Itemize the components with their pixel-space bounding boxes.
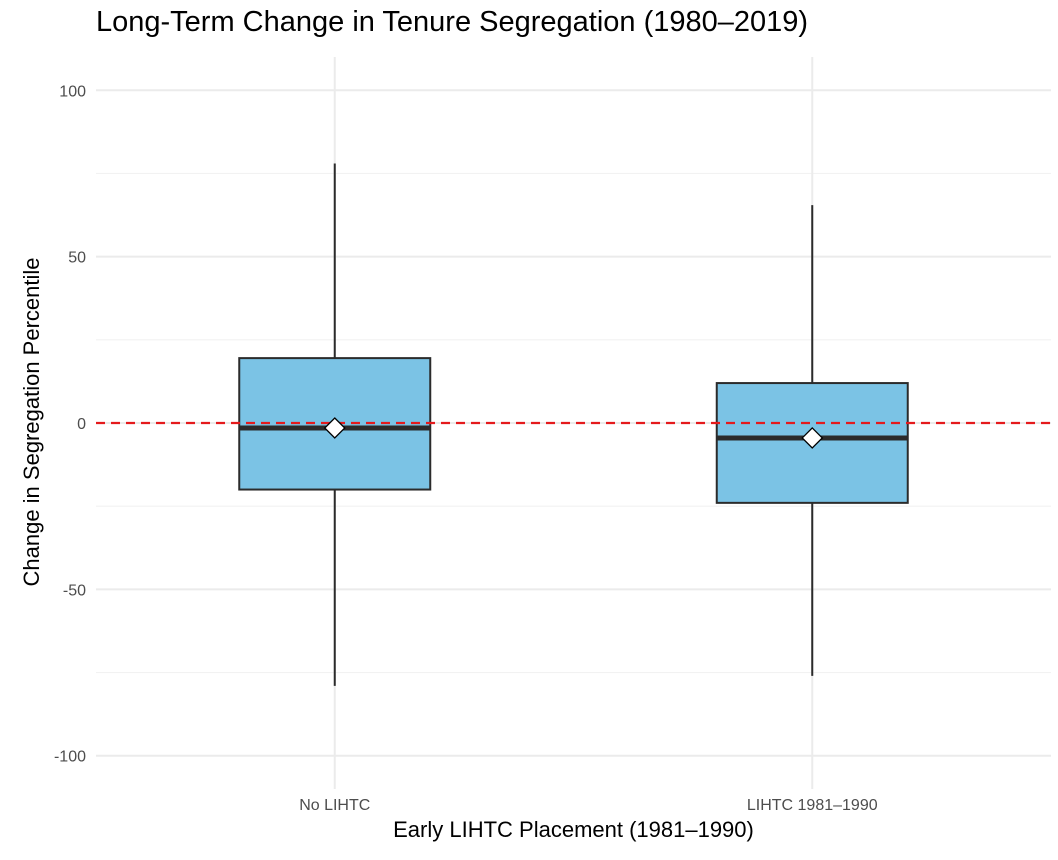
y-tick-label: -50 xyxy=(63,582,86,599)
chart-title: Long-Term Change in Tenure Segregation (… xyxy=(96,6,809,38)
x-tick-label: LIHTC 1981–1990 xyxy=(747,797,878,814)
y-tick-label: 100 xyxy=(59,83,86,100)
x-axis-title: Early LIHTC Placement (1981–1990) xyxy=(393,817,754,842)
mean-marker xyxy=(801,427,824,449)
y-tick-label: 0 xyxy=(77,416,86,433)
y-axis-title: Change in Segregation Percentile xyxy=(19,257,44,587)
mean-marker xyxy=(323,417,346,439)
x-tick-label: No LIHTC xyxy=(299,797,370,814)
y-tick-label: -100 xyxy=(54,749,86,766)
y-tick-label: 50 xyxy=(68,250,86,267)
